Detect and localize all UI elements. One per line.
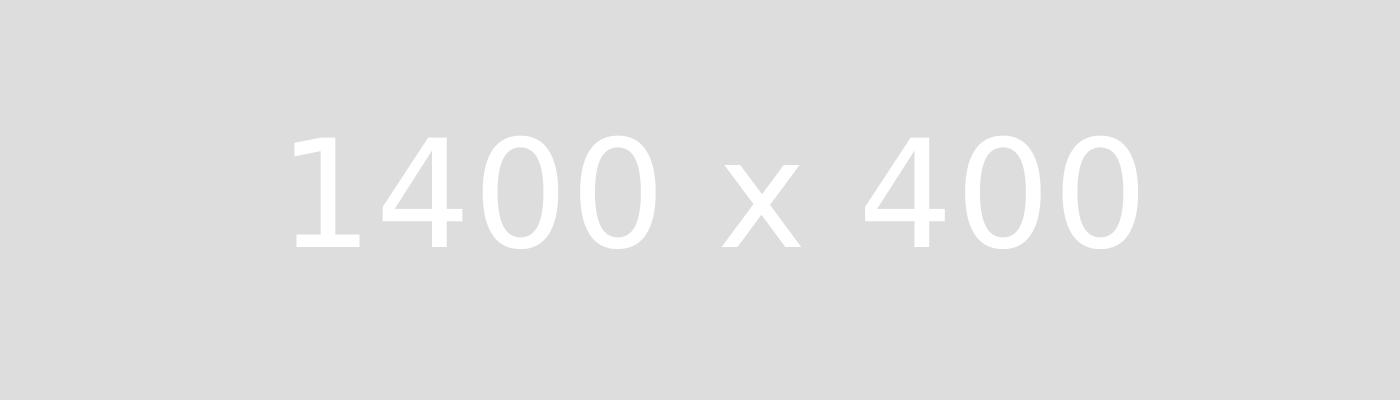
placeholder-dimensions-label: 1400 x 400 xyxy=(277,109,1151,283)
